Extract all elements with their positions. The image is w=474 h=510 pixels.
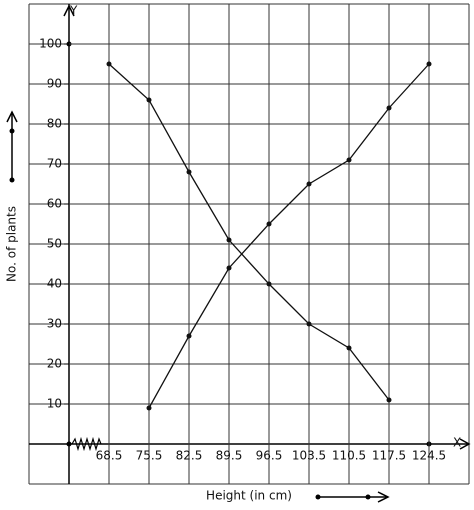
point bbox=[346, 345, 352, 351]
series-line bbox=[148, 63, 430, 409]
point bbox=[306, 321, 312, 327]
point bbox=[226, 265, 232, 271]
y-tick-label: 90 bbox=[47, 77, 62, 91]
point bbox=[426, 61, 432, 67]
y-tick-label: 40 bbox=[47, 277, 62, 291]
x-tick-label: 75.5 bbox=[136, 449, 163, 463]
y-tick-label: 100 bbox=[39, 37, 62, 51]
point bbox=[266, 221, 272, 227]
axes bbox=[6, 4, 471, 503]
y-tick-label: 70 bbox=[47, 157, 62, 171]
series-line bbox=[108, 63, 390, 401]
y-tick-label: 20 bbox=[47, 357, 62, 371]
x-tick-label: 110.5 bbox=[332, 449, 366, 463]
point bbox=[386, 397, 392, 403]
point bbox=[146, 97, 152, 103]
x-axis-label: Height (in cm) bbox=[206, 489, 292, 503]
y-tick-label: 10 bbox=[47, 397, 62, 411]
y-axis-name: Y bbox=[69, 4, 78, 18]
axis-dots bbox=[9, 41, 432, 500]
point bbox=[306, 181, 312, 187]
y-tick-label: 50 bbox=[47, 237, 62, 251]
x-tick-label: 117.5 bbox=[372, 449, 406, 463]
x-tick-label: 82.5 bbox=[176, 449, 203, 463]
y-tick-label: 60 bbox=[47, 197, 62, 211]
x-tick-label: 89.5 bbox=[216, 449, 243, 463]
point bbox=[186, 333, 192, 339]
point bbox=[186, 169, 192, 175]
y-tick-label: 30 bbox=[47, 317, 62, 331]
y-axis-label: No. of plants bbox=[5, 206, 19, 282]
point bbox=[146, 405, 152, 411]
point bbox=[346, 157, 352, 163]
x-tick-label: 96.5 bbox=[256, 449, 283, 463]
x-tick-label: 124.5 bbox=[412, 449, 446, 463]
y-tick-label: 80 bbox=[47, 117, 62, 131]
x-tick-label: 68.5 bbox=[96, 449, 123, 463]
point bbox=[266, 281, 272, 287]
x-axis-name: X bbox=[453, 436, 461, 450]
point bbox=[386, 105, 392, 111]
point bbox=[226, 237, 232, 243]
point bbox=[106, 61, 112, 67]
x-tick-label: 103.5 bbox=[292, 449, 326, 463]
